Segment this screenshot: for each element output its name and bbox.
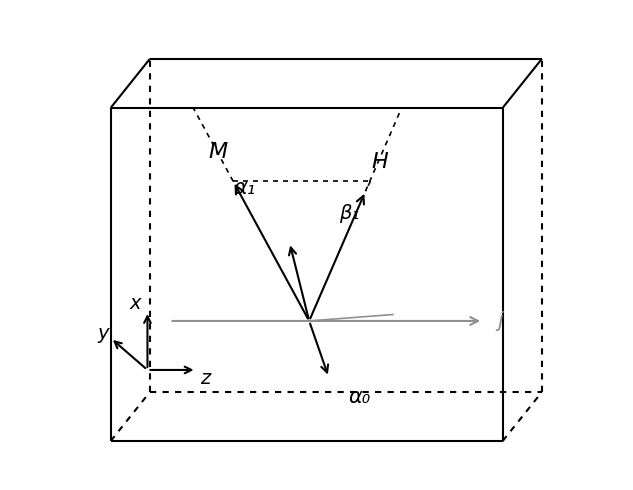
Text: j: j — [498, 311, 503, 331]
Text: x: x — [130, 294, 141, 313]
Text: z: z — [200, 369, 210, 388]
Text: α₀: α₀ — [348, 387, 370, 407]
Text: α₁: α₁ — [233, 178, 255, 198]
Text: M: M — [209, 142, 228, 162]
Text: y: y — [97, 324, 109, 343]
Text: β₁: β₁ — [339, 204, 359, 222]
Text: H: H — [372, 151, 389, 172]
